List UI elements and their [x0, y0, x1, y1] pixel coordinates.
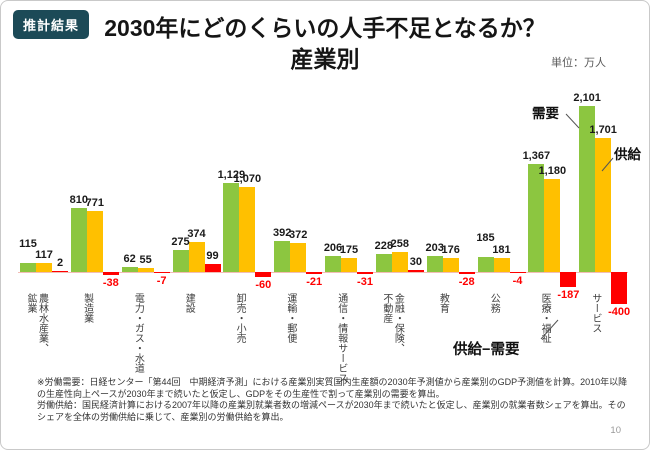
bar-supply	[36, 262, 52, 272]
value-label-demand: 203	[425, 241, 444, 254]
value-label-gap: -21	[306, 275, 323, 288]
value-label-gap: -28	[458, 276, 475, 289]
bar-demand	[528, 163, 545, 272]
value-label-gap: -38	[102, 277, 119, 289]
value-label-supply: 117	[35, 248, 53, 261]
footnote-line: ※労働需要：日経センター「第44回 中期経済予測」における産業別実質国内生産額の…	[37, 377, 628, 387]
value-label-gap: 30	[409, 255, 422, 268]
category-label: 卸売・小売	[234, 293, 246, 343]
bar-demand	[579, 106, 596, 272]
bar-supply	[86, 211, 103, 272]
category-label: 通信・情報サービス	[335, 293, 347, 383]
value-label-gap: -400	[608, 305, 631, 318]
unit-label: 単位：万人	[551, 57, 606, 69]
bar-gap	[204, 264, 221, 272]
bar-supply	[442, 258, 459, 272]
bar-supply	[595, 137, 612, 272]
category-label: 金融・保険、 不動産	[380, 293, 404, 353]
value-label-gap: -4	[512, 275, 523, 287]
value-label-gap: 2	[56, 257, 64, 269]
value-label-demand: 206	[323, 241, 343, 254]
category-label: 製造業	[81, 293, 93, 323]
category-label: 運輸・郵便	[284, 293, 296, 343]
bar-supply	[239, 187, 256, 272]
page-title: 2030年にどのくらいの人手不足となるか？ 産業別	[104, 15, 546, 72]
bar-supply	[341, 258, 357, 272]
value-label-demand: 810	[69, 194, 88, 206]
category-label: 教育	[437, 293, 449, 313]
bar-demand	[172, 250, 189, 272]
footnote-line: の生産性向上ペースが2030年まで続いたと仮定し、GDPをその生産性で割って産業…	[37, 388, 445, 399]
bar-supply	[391, 251, 408, 272]
value-label-gap: -60	[255, 278, 272, 291]
bar-gap	[509, 272, 526, 273]
result-badge: 推計結果	[13, 10, 90, 39]
value-label-demand: 2,101	[573, 92, 601, 104]
value-label-demand: 115	[19, 237, 37, 250]
value-label-supply: 258	[390, 237, 409, 250]
legend-gap-label: 供給−需要	[453, 342, 520, 358]
value-label-gap: -31	[357, 276, 373, 289]
value-label-gap: -7	[156, 275, 167, 287]
bar-supply	[188, 242, 205, 272]
category-label: 公務	[488, 293, 500, 313]
value-label-demand: 1,367	[522, 149, 551, 162]
bar-demand	[223, 182, 240, 272]
value-label-demand: 392	[272, 227, 292, 240]
value-label-demand: 62	[123, 253, 136, 266]
bar-supply	[137, 267, 154, 272]
bar-gap	[102, 272, 119, 275]
value-label-supply: 55	[139, 253, 152, 266]
bar-supply	[290, 242, 307, 272]
bar-demand	[20, 262, 36, 272]
bar-chart: 115 117 2 農林水産業、 鉱業 810 771 -38 製造業 62 55 -7 電力・ガス・…	[18, 86, 630, 386]
legend-supply-label: 供給	[614, 147, 641, 162]
bar-gap	[407, 269, 424, 272]
bar-supply	[544, 178, 561, 272]
bar-gap	[560, 272, 577, 287]
category-label: 医療・福祉	[539, 293, 551, 343]
bar-gap	[153, 272, 170, 273]
bar-demand	[375, 253, 392, 272]
value-label-supply: 374	[187, 228, 206, 241]
bar-gap	[458, 272, 475, 275]
value-label-demand: 228	[374, 239, 393, 252]
legend-demand-label: 需要	[532, 106, 559, 121]
footnotes: ※労働需要：日経センター「第44回 中期経済予測」における産業別実質国内生産額の…	[37, 377, 629, 423]
value-label-supply: 176	[441, 244, 460, 257]
x-axis-line	[18, 272, 628, 273]
bar-gap	[611, 272, 628, 304]
page-number: 10	[610, 425, 621, 436]
category-label: 建設	[183, 293, 195, 313]
value-label-supply: 1,180	[538, 164, 567, 177]
bar-gap	[255, 272, 272, 277]
bar-demand	[70, 208, 87, 272]
value-label-supply: 1,070	[233, 173, 262, 186]
category-label: 電力・ガス・水道	[132, 293, 144, 373]
value-label-demand: 185	[476, 232, 495, 245]
bar-supply	[493, 257, 510, 272]
bar-gap	[306, 272, 323, 274]
value-label-demand: 275	[171, 236, 190, 249]
bar-demand	[426, 255, 443, 272]
category-label: サービス	[589, 293, 601, 333]
bar-gap	[52, 271, 68, 272]
bar-demand	[274, 241, 291, 272]
value-label-supply: 372	[288, 228, 308, 241]
value-label-gap: 99	[206, 250, 219, 263]
bar-demand	[325, 255, 341, 272]
footnote-line: シェアを全体の労働供給に乗じて、産業別の労働供給を算出。	[37, 411, 289, 422]
value-label-supply: 771	[85, 197, 104, 210]
value-label-demand: 1,129	[217, 168, 246, 181]
value-label-supply: 181	[492, 243, 511, 256]
value-label-gap: -187	[557, 288, 580, 301]
bar-demand	[121, 267, 138, 272]
bar-demand	[477, 257, 494, 272]
bar-gap	[357, 272, 373, 275]
value-label-supply: 1,701	[589, 123, 617, 136]
value-label-supply: 175	[339, 244, 359, 257]
footnote-line: 労働供給：国民経済計算における2007年以降の産業別就業者数の増減ペースが203…	[37, 400, 626, 410]
category-label: 農林水産業、 鉱業	[25, 293, 48, 353]
